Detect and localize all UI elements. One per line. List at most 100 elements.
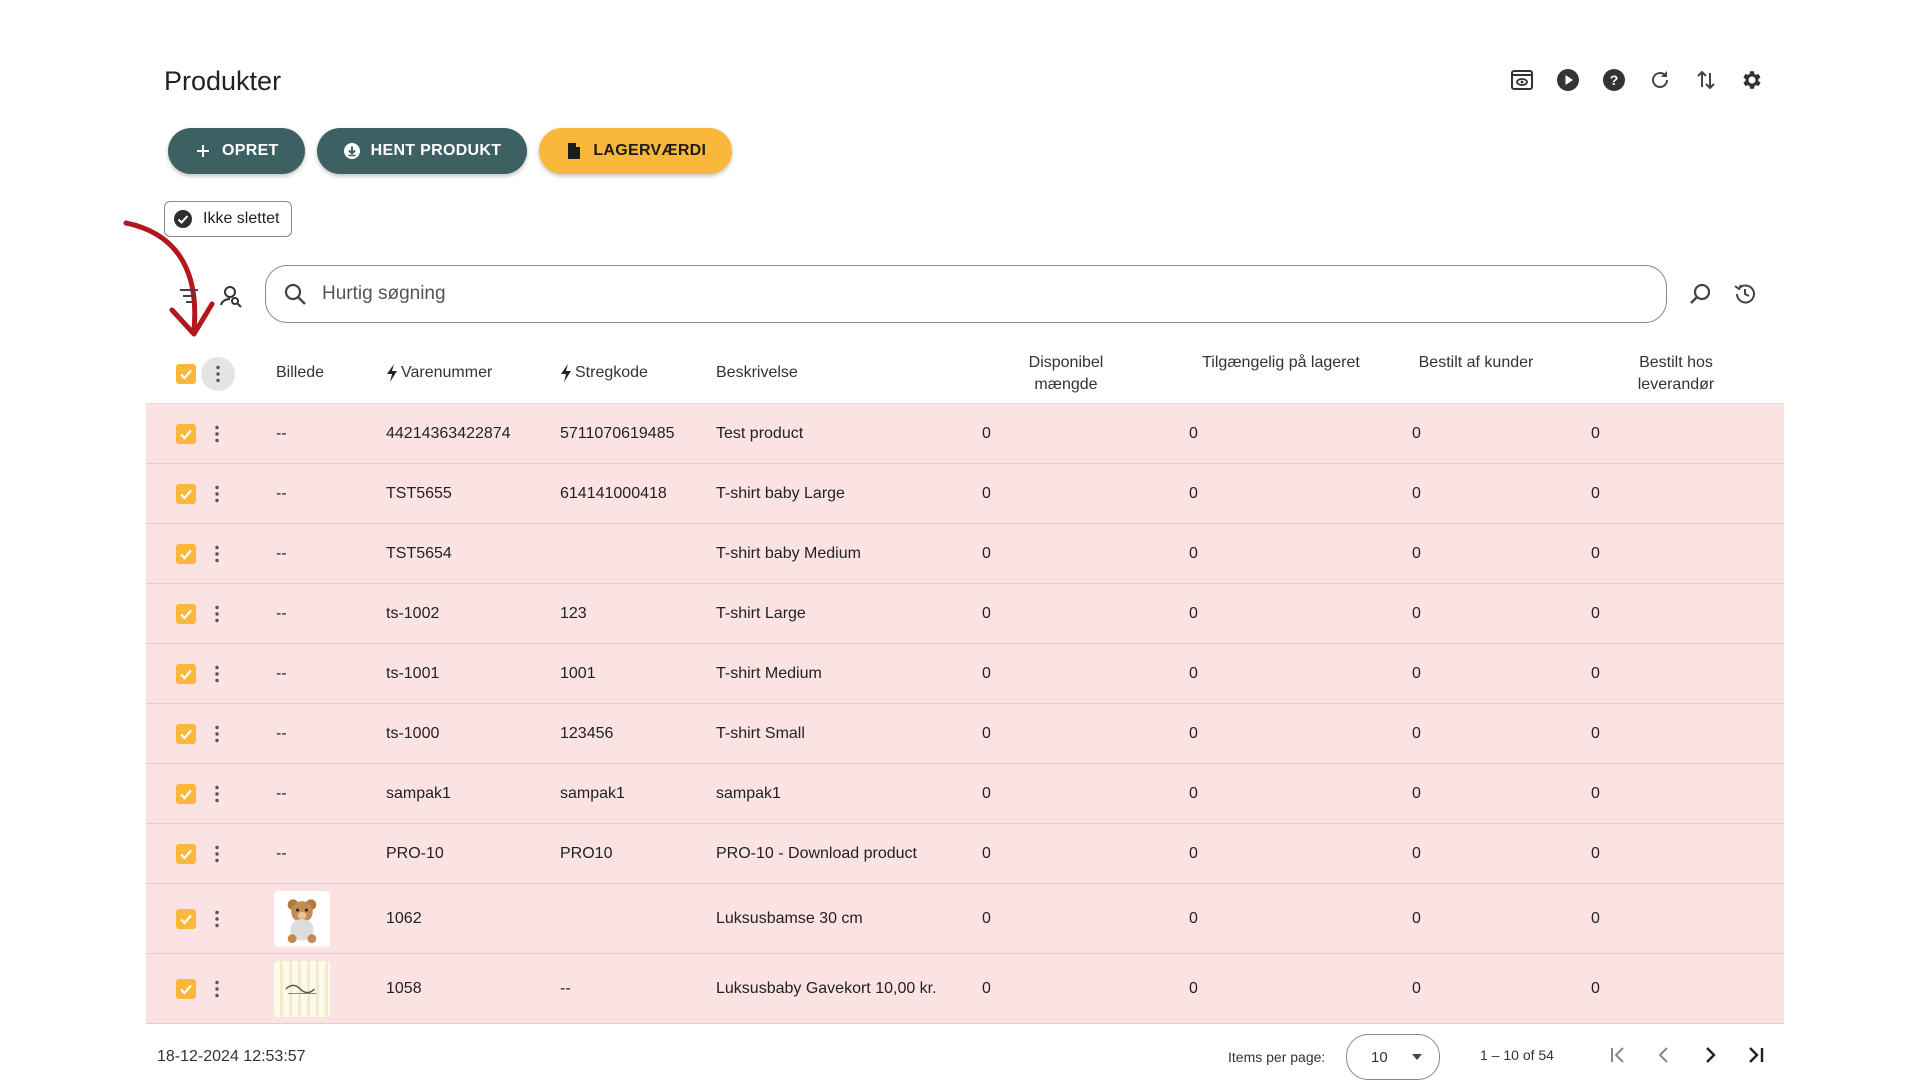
download-circle-icon [343,143,360,159]
row-available: 0 [982,664,991,682]
more-vertical-icon [215,665,219,682]
header-barcode: Stregkode [575,364,648,381]
row-checkbox[interactable] [176,543,196,564]
table-body: -- 44214363422874 5711070619485 Test produc… [146,404,1784,1024]
more-vertical-icon [215,545,219,562]
row-checkbox[interactable] [176,843,196,864]
check-icon [180,729,192,740]
row-more-menu[interactable] [206,483,228,505]
help-icon[interactable]: ? [1602,68,1626,92]
table-row[interactable]: 1062 Luksusbamse 30 cm 0 0 0 0 [146,884,1784,954]
history-icon[interactable] [1732,281,1758,307]
header-barcode-wrapper[interactable]: Stregkode [560,364,648,382]
row-more-menu[interactable] [206,908,228,930]
row-checkbox[interactable] [176,483,196,504]
table-tools-right [1688,281,1758,307]
table-row[interactable]: -- ts-1000 123456 T-shirt Small 0 0 0 0 [146,704,1784,764]
preview-icon[interactable] [1510,68,1534,92]
row-image-placeholder: -- [276,724,287,742]
table-row[interactable]: -- 44214363422874 5711070619485 Test produc… [146,404,1784,464]
sort-arrows-icon[interactable] [1694,68,1718,92]
row-sku: ts-1000 [386,724,440,742]
row-checkbox[interactable] [176,978,196,999]
header-ordered-from-supplier[interactable]: Bestilt hos leverandør [1637,354,1715,393]
row-more-menu[interactable] [206,543,228,565]
header-description[interactable]: Beskrivelse [716,364,798,381]
quick-search-input[interactable] [322,283,1522,305]
settings-gear-icon[interactable] [1740,68,1764,92]
row-checkbox[interactable] [176,783,196,804]
person-search-icon[interactable] [218,283,244,309]
last-page-icon[interactable] [1744,1043,1768,1067]
row-ordered-supplier: 0 [1591,909,1600,927]
row-checkbox[interactable] [176,663,196,684]
product-thumbnail[interactable] [274,890,330,947]
more-vertical-icon [215,605,219,622]
row-sku: TST5655 [386,484,452,502]
row-available: 0 [982,844,991,862]
row-checkbox[interactable] [176,908,196,929]
dropdown-arrow-icon [1412,1054,1422,1060]
row-checkbox[interactable] [176,603,196,624]
table-header-row: Billede Varenummer Stregkode Beskrivelse… [146,346,1784,404]
filter-chip-not-deleted[interactable]: Ikke slettet [164,201,293,237]
refresh-icon[interactable] [1648,68,1672,92]
pagination-range: 1 – 10 of 54 [1480,1047,1554,1063]
row-ordered-supplier: 0 [1591,979,1600,997]
next-page-icon[interactable] [1698,1043,1722,1067]
filter-icon[interactable] [176,283,202,309]
row-more-menu[interactable] [206,723,228,745]
row-more-menu[interactable] [206,843,228,865]
row-available: 0 [982,909,991,927]
teddy-bear-icon [287,898,317,943]
row-sku: ts-1002 [386,604,440,622]
row-checkbox[interactable] [176,723,196,744]
row-more-menu[interactable] [206,978,228,1000]
check-icon [180,609,192,620]
table-row[interactable]: -- ts-1002 123 T-shirt Large 0 0 0 0 [146,584,1784,644]
header-in-stock[interactable]: Tilgængelig på lageret [1202,354,1360,371]
row-description: T-shirt baby Medium [716,544,861,562]
select-all-checkbox[interactable] [176,364,196,384]
more-vertical-icon [215,980,219,997]
row-ordered-customers: 0 [1412,424,1421,442]
zoom-search-icon[interactable] [1688,281,1714,307]
table-row[interactable]: -- ts-1001 1001 T-shirt Medium 0 0 0 0 [146,644,1784,704]
bolt-icon [561,364,571,382]
fetch-product-button[interactable]: HENT PRODUKT [316,128,528,174]
header-sku-wrapper[interactable]: Varenummer [386,364,492,382]
quick-search-bar [265,265,1667,323]
row-in-stock: 0 [1189,724,1198,742]
stock-value-button[interactable]: LAGERVÆRDI [539,128,733,174]
row-more-menu[interactable] [206,783,228,805]
header-available-qty[interactable]: Disponibel mængde [1028,354,1104,393]
row-checkbox[interactable] [176,423,196,444]
first-page-icon[interactable] [1606,1043,1630,1067]
top-toolbar: ? [1510,68,1764,92]
table-row[interactable]: -- sampak1 sampak1 sampak1 0 0 0 0 [146,764,1784,824]
row-description: T-shirt Small [716,724,805,742]
table-row[interactable]: -- PRO-10 PRO10 PRO-10 - Download product 0 0… [146,824,1784,884]
row-barcode: 123 [560,604,587,622]
row-more-menu[interactable] [206,603,228,625]
create-button[interactable]: OPRET [168,128,305,174]
row-description: Luksusbamse 30 cm [716,909,863,927]
items-per-page-select[interactable]: 10 [1346,1034,1440,1080]
row-more-menu[interactable] [206,663,228,685]
check-icon [180,914,192,925]
row-more-menu[interactable] [206,423,228,445]
row-description: Test product [716,424,804,442]
table-row[interactable]: 1058 -- Luksusbaby Gavekort 10,00 kr. 0 0 0 0 [146,954,1784,1024]
header-more-menu[interactable] [201,357,235,391]
row-ordered-customers: 0 [1412,664,1421,682]
table-row[interactable]: -- TST5654 T-shirt baby Medium 0 0 0 0 [146,524,1784,584]
header-ordered-by-customers[interactable]: Bestilt af kunder [1418,354,1534,371]
row-in-stock: 0 [1189,604,1198,622]
table-row[interactable]: -- TST5655 614141000418 T-shirt baby Large 0… [146,464,1784,524]
row-barcode: 1001 [560,664,596,682]
header-image[interactable]: Billede [276,364,325,381]
product-thumbnail[interactable] [274,960,330,1017]
row-in-stock: 0 [1189,424,1198,442]
play-icon[interactable] [1556,68,1580,92]
previous-page-icon[interactable] [1652,1043,1676,1067]
